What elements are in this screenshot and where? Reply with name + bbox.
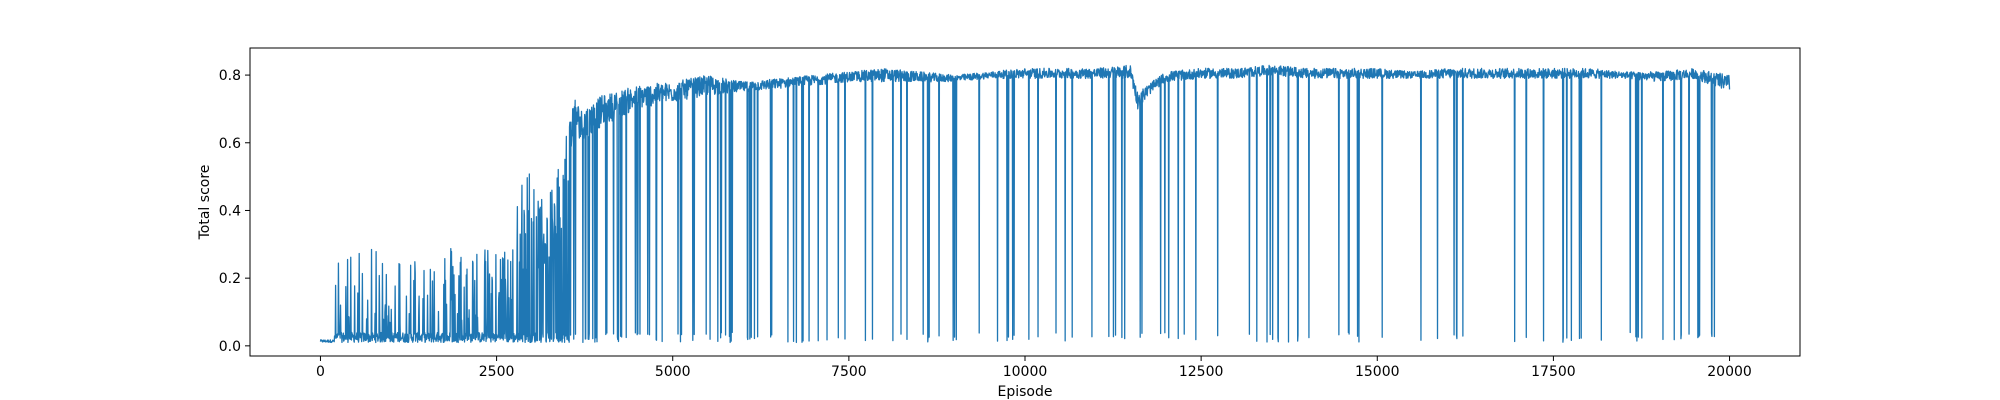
x-tick-label: 17500 (1531, 364, 1576, 380)
x-tick-label: 10000 (1003, 364, 1048, 380)
y-axis-label: Total score (197, 165, 213, 241)
y-tick-label: 0.0 (219, 339, 241, 355)
x-tick-label: 7500 (831, 364, 867, 380)
x-tick-label: 12500 (1179, 364, 1224, 380)
x-axis: 0 2500 5000 7500 10000 12500 15000 17500 20000 (316, 356, 1752, 380)
y-tick-label: 0.6 (219, 136, 241, 152)
y-tick-label: 0.8 (219, 68, 241, 84)
score-series-line (319, 64, 1731, 344)
y-tick-label: 0.2 (219, 271, 241, 287)
x-tick-label: 0 (316, 364, 325, 380)
y-axis: 0.0 0.2 0.4 0.6 0.8 (219, 68, 250, 355)
x-tick-label: 15000 (1355, 364, 1400, 380)
x-tick-label: 5000 (655, 364, 691, 380)
x-axis-label: Episode (998, 384, 1053, 400)
x-tick-label: 20000 (1707, 364, 1752, 380)
y-tick-label: 0.4 (219, 203, 241, 219)
series-layer (319, 64, 1731, 344)
plot-area (319, 64, 1731, 344)
x-tick-label: 2500 (479, 364, 515, 380)
